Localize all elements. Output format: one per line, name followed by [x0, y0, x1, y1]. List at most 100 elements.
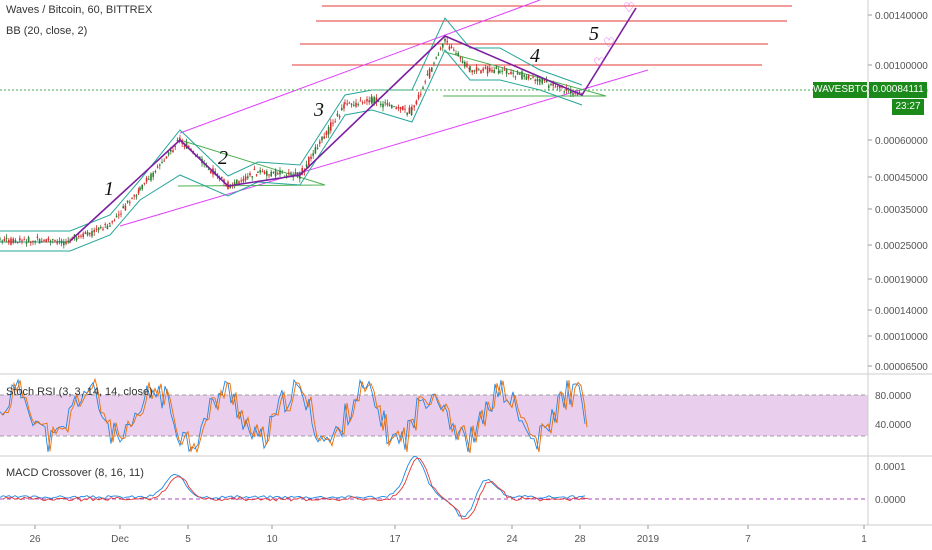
candle-body — [49, 240, 52, 242]
candle-body — [176, 140, 179, 142]
candle-body — [281, 172, 283, 174]
candle-body — [484, 67, 487, 69]
candle-body — [343, 104, 345, 109]
candle-body — [65, 241, 67, 244]
candle-body — [508, 73, 510, 75]
candle-body — [368, 100, 370, 103]
candle-body — [420, 93, 422, 95]
candle-body — [272, 172, 275, 174]
candle-body — [115, 215, 118, 218]
candle-body — [122, 206, 124, 209]
time-tick-label: 7 — [745, 534, 751, 545]
candle-body — [541, 78, 543, 84]
candle-body — [3, 238, 6, 241]
triangle-wave4 — [443, 51, 607, 97]
wave-label: 1 — [104, 178, 114, 200]
candle-body — [188, 146, 190, 148]
candle-body — [150, 173, 152, 181]
candle-body — [231, 185, 234, 187]
candle-body — [111, 221, 113, 223]
heart-icon: ♡ — [623, 1, 635, 16]
bb-indicator-label[interactable]: BB (20, close, 2) — [6, 25, 88, 37]
stoch-axis-ticks: 80.0000 40.0000 — [875, 391, 912, 431]
candle-body — [344, 102, 346, 104]
candle-body — [301, 168, 303, 175]
candle-body — [63, 241, 65, 246]
bollinger-upper — [0, 17, 583, 232]
candle-body — [532, 77, 534, 79]
macd-tick-label: 0.0001 — [875, 462, 906, 473]
candle-body — [459, 57, 462, 59]
time-tick-label: Dec — [111, 534, 129, 545]
candle-body — [364, 102, 366, 104]
candle-body — [559, 85, 561, 89]
candle-body — [399, 107, 402, 110]
candle-body — [426, 74, 429, 76]
candle-body — [377, 100, 380, 102]
countdown-badge: 23:27 — [892, 99, 924, 115]
candle-body — [486, 66, 489, 74]
price-tick-label: 0.00140000 — [875, 11, 928, 22]
trend-channel — [119, 0, 649, 227]
candle-body — [60, 240, 63, 244]
candle-body — [238, 181, 240, 184]
candle-body — [371, 97, 373, 104]
candle-body — [346, 103, 348, 105]
candle-body — [366, 98, 368, 102]
candle-body — [242, 178, 245, 182]
candle-body — [386, 102, 389, 106]
candle-body — [493, 70, 495, 73]
candle-body — [380, 103, 382, 106]
price-tick-label: 0.00100000 — [875, 61, 928, 72]
candle-body — [75, 237, 78, 241]
candle-body — [118, 214, 120, 216]
candle-body — [308, 157, 310, 166]
candle-body — [285, 175, 288, 177]
candle-body — [552, 83, 554, 86]
candle-body — [86, 232, 89, 236]
candle-body — [263, 171, 266, 174]
stoch-tick-label: 40.0000 — [875, 420, 912, 431]
candle-body — [207, 169, 210, 171]
price-axis-ticks: 0.001400000.001000000.000800000.00060000… — [868, 11, 928, 373]
candle-body — [247, 176, 249, 179]
candle-body — [100, 227, 102, 229]
candle-body — [137, 190, 140, 194]
symbol-title[interactable]: Waves / Bitcoin, 60, BITTREX — [6, 4, 153, 16]
candle-body — [536, 78, 539, 82]
macd-indicator-label[interactable]: MACD Crossover (8, 16, 11) — [6, 467, 144, 479]
candle-body — [314, 147, 317, 154]
candle-body — [550, 83, 552, 85]
time-tick-label: 10 — [266, 534, 278, 545]
bollinger-lower — [0, 49, 583, 252]
wave-label: 2 — [218, 147, 228, 169]
candle-body — [428, 68, 431, 78]
candle-body — [19, 238, 21, 241]
candle-body — [563, 91, 565, 93]
candle-body — [296, 172, 299, 176]
candle-body — [417, 94, 420, 99]
triangle-patterns — [0, 51, 607, 243]
candle-body — [274, 170, 277, 177]
candle-body — [67, 240, 69, 242]
candle-body — [255, 174, 258, 176]
candle-body — [489, 67, 491, 72]
price-badge: 0.00084111 — [869, 82, 927, 98]
channel-line — [179, 0, 541, 134]
time-tick-label: 24 — [506, 534, 518, 545]
candle-body — [10, 238, 12, 245]
candle-body — [444, 39, 446, 41]
stoch-indicator-label[interactable]: Stoch RSI (3, 3, 14, 14, close) — [6, 386, 153, 398]
candle-body — [570, 90, 572, 94]
candle-body — [395, 107, 397, 109]
candle-body — [27, 237, 30, 242]
heart-icon: ♡ — [603, 36, 615, 51]
candle-body — [338, 115, 341, 118]
candle-body — [469, 66, 471, 71]
candle-body — [97, 227, 100, 231]
impulse-path — [69, 7, 637, 242]
candle-body — [431, 67, 433, 72]
candle-body — [109, 225, 111, 227]
candle-body — [491, 69, 493, 72]
